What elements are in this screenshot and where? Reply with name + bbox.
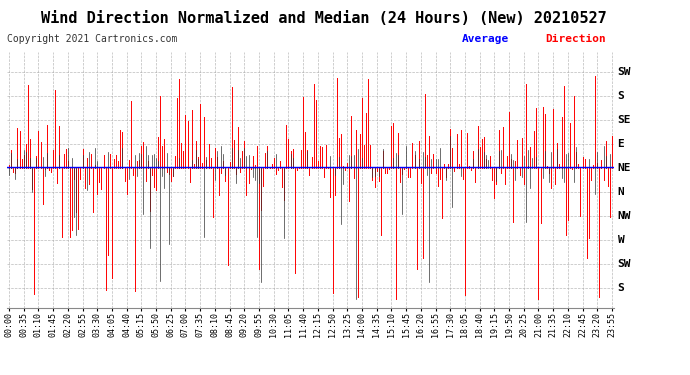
Text: N: N: [618, 187, 624, 197]
Text: SW: SW: [618, 67, 631, 77]
Text: NW: NW: [618, 211, 631, 221]
Text: S: S: [618, 283, 624, 293]
Text: Direction: Direction: [545, 34, 606, 44]
Text: SE: SE: [618, 115, 631, 125]
Text: W: W: [618, 235, 624, 245]
Text: S: S: [618, 91, 624, 101]
Text: E: E: [618, 139, 624, 149]
Text: Wind Direction Normalized and Median (24 Hours) (New) 20210527: Wind Direction Normalized and Median (24…: [41, 11, 607, 26]
Text: SW: SW: [618, 259, 631, 269]
Text: NE: NE: [618, 163, 631, 173]
Text: Average: Average: [462, 34, 509, 44]
Text: Copyright 2021 Cartronics.com: Copyright 2021 Cartronics.com: [7, 34, 177, 44]
